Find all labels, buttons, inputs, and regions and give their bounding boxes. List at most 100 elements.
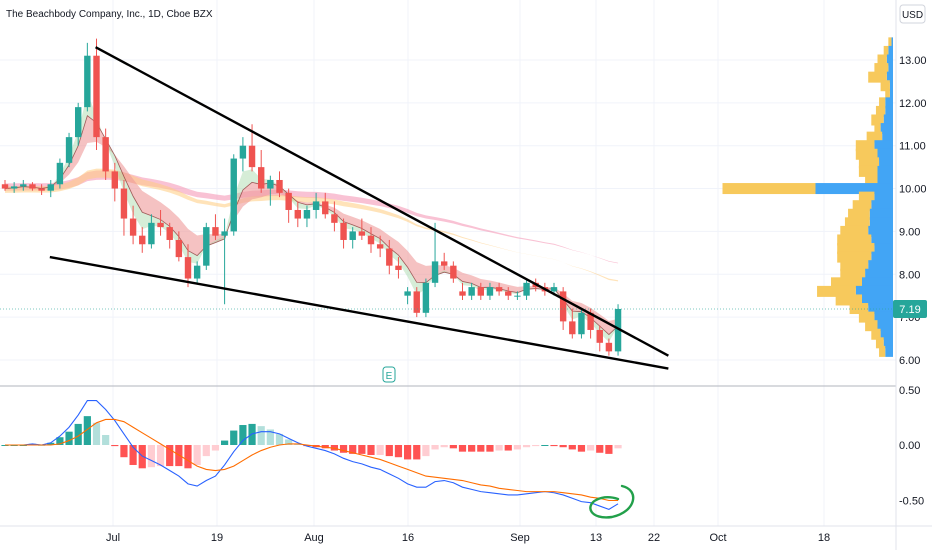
candle-body-44 [404,291,411,296]
macd-histogram-bar-46 [422,445,430,457]
volume-profile-down-bar-34 [871,328,881,340]
macd-histogram-bar-65 [596,445,604,453]
volume-profile [722,37,893,357]
volume-profile-down-bar-28 [831,277,862,289]
candle-body-55 [505,291,512,296]
volume-profile-up-bar-2 [886,54,893,66]
volume-profile-down-bar-26 [840,260,869,272]
candle-body-12 [111,171,118,189]
earnings-marker-box[interactable] [382,366,396,383]
volume-profile-down-bar-35 [875,337,884,349]
time-label-2: Aug [304,532,324,544]
currency-button[interactable]: USD [899,4,926,24]
candle-body-65 [596,329,603,343]
volume-profile-up-bar-3 [888,63,893,75]
volume-profile-up-bar-10 [880,123,893,135]
volume-profile-down-bar-0 [888,37,892,49]
last-price-badge-bg [893,300,927,318]
macd-histogram-bar-5 [47,442,55,445]
volume-profile-down-bar-27 [840,268,866,280]
time-label-4: Sep [510,532,530,544]
macd-histogram-bar-7 [65,431,73,445]
volume-profile-up-bar-4 [886,71,893,83]
price-tick-label-1: 12.00 [899,98,927,110]
volume-profile-up-bar-27 [865,268,893,280]
volume-profile-down-bar-18 [858,191,875,203]
macd-histogram [1,416,622,469]
oscillator-tick-label-2: -0.50 [899,496,924,508]
candle-body-50 [459,291,466,296]
candle-body-40 [367,235,375,245]
macd-histogram-bar-16 [147,445,155,468]
last-price-badge: 7.19 [893,300,927,318]
annotation-circle[interactable] [589,484,635,519]
volume-profile-up-bar-18 [874,191,893,203]
volume-profile-down-bar-30 [835,294,862,306]
volume-profile-down-bar-33 [865,320,878,332]
symbol-title: The Beachbody Company, Inc., 1D, Cboe BZ… [6,9,213,20]
volume-profile-up-bar-0 [891,37,893,49]
macd-histogram-bar-45 [413,445,421,460]
candle-body-35 [322,201,329,215]
volume-profile-down-bar-11 [866,131,883,143]
macd-histogram-bar-29 [266,429,274,445]
candlestick-series[interactable] [0,38,896,356]
price-tick-label-3: 10.00 [899,184,927,196]
macd-histogram-bar-6 [56,437,64,445]
candle-body-6 [56,162,64,185]
candle-body-15 [139,235,146,245]
earnings-marker[interactable]: E [382,366,396,383]
volume-profile-down-bar-15 [858,165,878,177]
macd-histogram-bar-50 [458,445,467,452]
macd-histogram-bar-58 [532,445,540,447]
wedge-trendlines[interactable] [49,46,669,370]
macd-histogram-bar-3 [28,443,37,445]
volume-profile-down-bar-22 [840,225,869,237]
volume-profile-up-bar-19 [871,200,893,212]
volume-profile-down-bar-2 [877,54,887,66]
time-axis[interactable]: Jul 19 Aug 16 Sep 13 22 Oct 18 [106,532,830,544]
macd-histogram-bar-10 [92,422,101,445]
macd-histogram-bar-8 [74,423,82,445]
macd-histogram-bar-18 [166,445,174,467]
volume-profile-up-bar-32 [874,311,893,323]
candle-body-63 [578,312,585,335]
volume-profile-down-bar-14 [858,157,880,169]
volume-profile-down-bar-12 [855,140,875,152]
macd-histogram-bar-20 [184,445,192,469]
currency-button-bg[interactable] [899,4,926,24]
candle-body-47 [431,261,439,283]
volume-profile-down-bar-25 [837,251,872,263]
macd-histogram-bar-55 [504,445,512,451]
price-tick-label-2: 11.00 [899,141,926,153]
volume-profile-up-bar-14 [879,157,893,169]
volume-profile-up-bar-17 [815,183,893,195]
candle-body-26 [239,145,247,159]
oscillator-axis[interactable]: 0.50 0.00 -0.50 [899,385,924,508]
macd-histogram-bar-60 [550,445,558,447]
macd-histogram-bar-40 [367,445,375,455]
volume-profile-up-bar-16 [877,174,893,186]
macd-histogram-bar-21 [193,445,201,465]
annotation-circle-path [589,484,635,519]
macd-histogram-bar-53 [486,445,494,452]
candle-body-17 [157,222,164,228]
volume-profile-down-bar-7 [879,97,886,109]
macd-histogram-bar-41 [376,445,384,455]
macd-histogram-bar-63 [577,445,586,452]
time-label-5: 13 [590,532,602,544]
candle-body-3 [29,184,36,189]
candle-body-60 [550,287,558,292]
macd-histogram-bar-52 [477,445,485,452]
volume-profile-up-bar-20 [869,208,893,220]
candle-body-31 [285,192,292,210]
candle-body-45 [413,291,420,313]
macd-histogram-bar-47 [431,445,439,450]
volume-profile-up-bar-30 [862,294,893,306]
candle-body-20 [184,257,192,279]
volume-profile-up-bar-8 [885,105,893,117]
volume-profile-up-bar-24 [874,243,893,255]
